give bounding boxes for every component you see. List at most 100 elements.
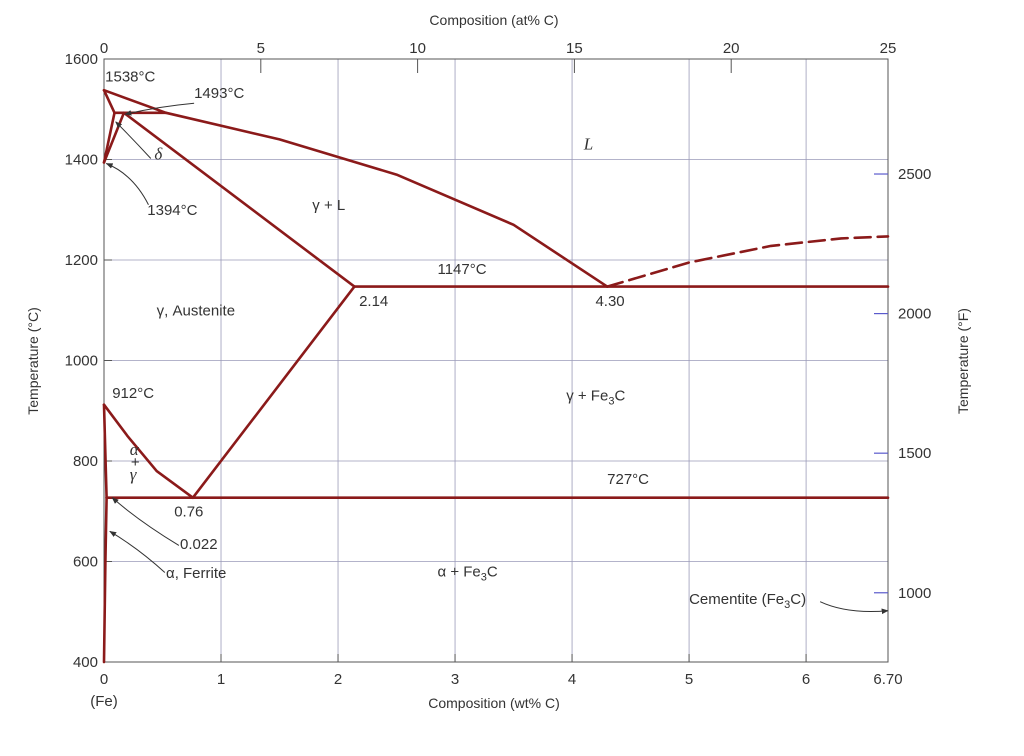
phase-boundary — [164, 111, 609, 288]
annotation-c076: 0.76 — [174, 503, 203, 520]
y-tick-label: 600 — [73, 554, 98, 571]
region-label-alpha-fe3c: α + Fe3C — [437, 564, 497, 584]
annotation-t1493: 1493°C — [194, 85, 244, 102]
leader-delta — [115, 121, 152, 159]
leader-0022 — [111, 497, 180, 546]
phase-boundary-dashed — [605, 235, 890, 288]
phase-boundary — [102, 111, 116, 164]
leader-ferrite — [109, 530, 166, 573]
phase-boundaries — [102, 88, 890, 664]
y-tick-label: 1400 — [65, 152, 98, 169]
at-tick-label: 15 — [566, 40, 583, 57]
region-label-alpha-fe3c-subscript: 3 — [481, 572, 487, 584]
region-label-alpha-gamma-plus-text: + — [131, 454, 140, 471]
leader-cementite — [819, 601, 889, 615]
annotation-t912: 912°C — [112, 385, 154, 402]
leader-1394 — [105, 163, 149, 205]
annotation-cementite: Cementite (Fe3C) — [689, 591, 806, 611]
region-label-austenite-text: γ, Austenite — [157, 302, 235, 319]
grid-lines — [104, 59, 888, 662]
region-label-delta-text: δ — [154, 145, 163, 164]
x-tick-label: 5 — [685, 671, 693, 688]
f-tick-label: 2000 — [898, 306, 931, 323]
leader-1493 — [124, 102, 195, 116]
phase-boundary — [102, 88, 168, 115]
annotation-c430-text: 4.30 — [595, 293, 624, 310]
f-tick-label: 1500 — [898, 445, 931, 462]
region-label-delta: δ — [154, 145, 163, 164]
annotation-t727-text: 727°C — [607, 471, 649, 488]
annotation-t727: 727°C — [607, 471, 649, 488]
annotation-t1394: 1394°C — [147, 202, 197, 219]
region-label-gamma-liquid: γ + L — [312, 197, 345, 214]
phase-boundary — [102, 88, 116, 115]
annotation-t912-text: 912°C — [112, 385, 154, 402]
annotation-t1147-text: 1147°C — [437, 261, 486, 278]
x-tick-label: 3 — [451, 671, 459, 688]
labels: 1538°C 1493°C 1394°C 1147°C 2.14 4.30 912°C 727… — [105, 69, 806, 612]
x-tick-label: 0 — [100, 671, 108, 688]
y-axis-title: Temperature (°C) — [25, 307, 41, 415]
phase-boundary — [191, 285, 356, 500]
y-tick-label: 1600 — [65, 51, 98, 68]
at-tick-label: 10 — [409, 40, 426, 57]
f-tick-label: 1000 — [898, 585, 931, 602]
phase-boundary — [102, 496, 108, 664]
y-tick-label: 800 — [73, 453, 98, 470]
annotation-cementite-text: Cementite (Fe — [689, 591, 784, 608]
annotation-t1147: 1147°C — [437, 261, 486, 278]
region-label-alpha-gamma-a-text: α — [130, 440, 140, 459]
region-label-alpha-gamma-plus: + — [131, 454, 140, 471]
phase-boundary — [122, 111, 356, 288]
annotation-t1394-text: 1394°C — [147, 202, 197, 219]
y-tick-label: 1200 — [65, 252, 98, 269]
region-label-alpha-gamma-a: α — [130, 440, 140, 459]
leader-arrows — [105, 102, 889, 615]
region-label-austenite: γ, Austenite — [157, 302, 235, 319]
phase-boundary — [102, 403, 195, 500]
region-label-liquid: L — [583, 134, 593, 153]
annotation-c076-text: 0.76 — [174, 503, 203, 520]
region-label-gamma-fe3c: γ + Fe3C — [566, 388, 625, 408]
region-label-liquid-text: L — [583, 134, 593, 153]
x-tick-label: 4 — [568, 671, 576, 688]
x-sublabel-fe: (Fe) — [90, 693, 118, 710]
annotation-c214-text: 2.14 — [359, 293, 388, 310]
annotation-cementite-subscript: 3 — [784, 599, 790, 611]
x-axis-title: Composition (wt% C) — [428, 695, 559, 711]
region-label-gamma-liquid-text: γ + L — [312, 197, 345, 214]
phase-boundary — [102, 111, 126, 164]
region-label-gamma-fe3c-suffix: C — [614, 388, 625, 405]
at-tick-label: 20 — [723, 40, 740, 57]
annotation-c214: 2.14 — [359, 293, 388, 310]
annotation-cementite-suffix: C) — [790, 591, 806, 608]
at-tick-label: 5 — [257, 40, 265, 57]
region-label-alpha-fe3c-suffix: C — [487, 564, 498, 581]
region-label-alpha-fe3c-text: α + Fe — [437, 564, 480, 581]
region-label-gamma-fe3c-subscript: 3 — [608, 396, 614, 408]
y-axis-right-title: Temperature (°F) — [955, 308, 971, 414]
annotation-t1538-text: 1538°C — [105, 69, 155, 86]
region-label-ferrite: α, Ferrite — [166, 565, 226, 582]
f-tick-label: 2500 — [898, 166, 931, 183]
phase-boundary — [102, 403, 108, 500]
x-tick-label: 6 — [802, 671, 810, 688]
at-tick-label: 25 — [880, 40, 897, 57]
region-label-gamma-fe3c-text: γ + Fe — [566, 388, 608, 405]
x-axis-top-title: Composition (at% C) — [429, 12, 558, 28]
y-tick-label: 400 — [73, 654, 98, 671]
annotation-t1538: 1538°C — [105, 69, 155, 86]
at-tick-label: 0 — [100, 40, 108, 57]
region-label-alpha-gamma-g-text: γ — [130, 465, 138, 484]
x-tick-label: 2 — [334, 671, 342, 688]
annotation-t1493-text: 1493°C — [194, 85, 244, 102]
x-tick-label: 6.70 — [873, 671, 902, 688]
annotation-c0022-text: 0.022 — [180, 536, 218, 553]
region-label-alpha-gamma-g: γ — [130, 465, 138, 484]
x-tick-label: 1 — [217, 671, 225, 688]
region-label-ferrite-text: α, Ferrite — [166, 565, 226, 582]
annotation-c0022: 0.022 — [180, 536, 218, 553]
annotation-c430: 4.30 — [595, 293, 624, 310]
